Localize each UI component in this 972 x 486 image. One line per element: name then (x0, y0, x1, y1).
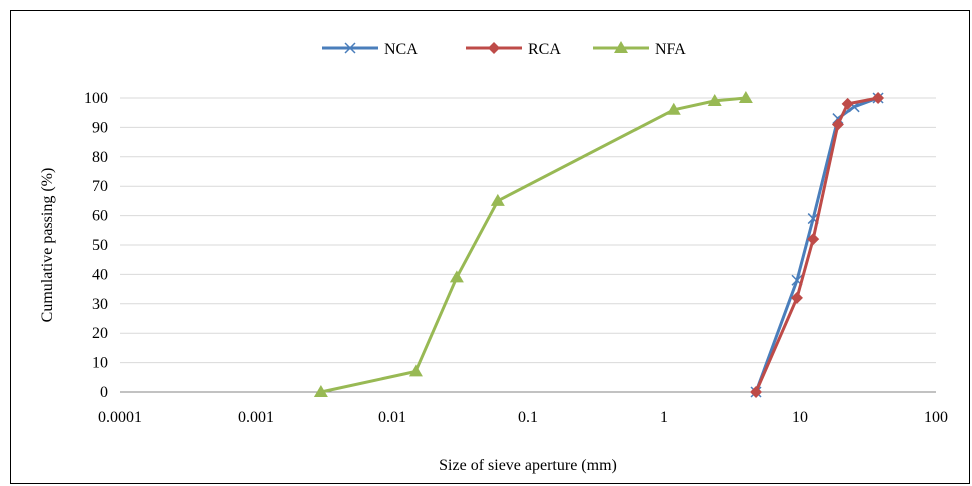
series-nfa (313, 91, 753, 397)
legend-label: NFA (655, 41, 686, 58)
data-point (313, 385, 328, 397)
data-point (707, 93, 722, 106)
tick-layer: 0 10 20 30 40 50 60 70 80 90 100 0.0001 0.001 0.01 0.1… (84, 90, 948, 426)
legend-marker (614, 41, 628, 53)
series-line-nca (754, 96, 879, 393)
legend-item-nfa: NFA (593, 41, 686, 58)
series-nca (750, 92, 884, 398)
legend-item-nca: NCA (322, 41, 418, 58)
y-tick-label: 30 (92, 296, 108, 313)
series-line-rca (754, 96, 879, 393)
y-tick-label: 0 (100, 384, 108, 401)
data-point (449, 270, 464, 283)
legend-marker (344, 42, 356, 54)
legend-item-rca: RCA (466, 41, 561, 58)
data-point (807, 233, 820, 246)
x-tick-label: 100 (924, 409, 948, 426)
data-point (408, 364, 423, 377)
data-point (750, 386, 763, 398)
series-layer (313, 91, 885, 398)
y-axis-title: Cumulative passing (%) (39, 168, 56, 323)
y-tick-label: 80 (92, 149, 108, 166)
x-axis-title: Size of sieve aperture (mm) (439, 457, 617, 474)
x-tick-label: 0.0001 (98, 409, 142, 426)
y-tick-label: 90 (92, 119, 108, 136)
legend-label: NCA (384, 41, 418, 58)
legend-label: RCA (528, 41, 561, 58)
y-tick-label: 60 (92, 208, 108, 225)
y-tick-label: 20 (92, 325, 108, 342)
data-point (666, 102, 681, 115)
x-tick-label: 0.001 (238, 409, 274, 426)
legend: NCA RCA NFA (322, 41, 686, 58)
y-tick-label: 100 (84, 90, 108, 107)
data-point (790, 291, 803, 304)
y-tick-label: 70 (92, 178, 108, 195)
data-point (841, 97, 854, 110)
x-tick-label: 10 (792, 409, 808, 426)
y-tick-label: 10 (92, 355, 108, 372)
x-tick-label: 1 (660, 409, 668, 426)
y-tick-label: 50 (92, 237, 108, 254)
legend-marker (488, 42, 500, 54)
data-point (872, 92, 885, 104)
data-point (490, 193, 505, 206)
grid-layer (120, 97, 936, 393)
data-point (831, 118, 844, 131)
data-point (738, 91, 753, 103)
x-tick-label: 0.1 (518, 409, 538, 426)
series-rca (750, 92, 885, 398)
x-tick-label: 0.01 (378, 409, 406, 426)
y-tick-label: 40 (92, 266, 108, 283)
